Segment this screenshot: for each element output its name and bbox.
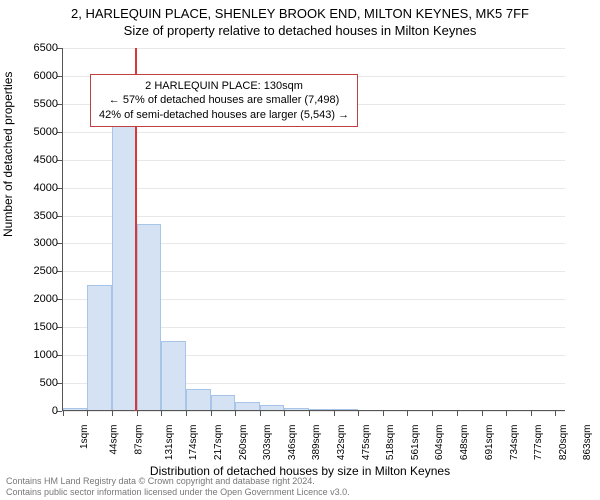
x-tick-label: 475sqm <box>361 425 372 461</box>
x-tick <box>407 411 408 416</box>
chart-container: 2, HARLEQUIN PLACE, SHENLEY BROOK END, M… <box>0 0 600 500</box>
y-tick-label: 500 <box>20 377 58 389</box>
y-tick-label: 1000 <box>20 349 58 361</box>
x-tick <box>211 411 212 416</box>
x-tick <box>161 411 162 416</box>
x-tick <box>432 411 433 416</box>
x-tick-label: 303sqm <box>262 425 273 461</box>
x-tick <box>235 411 236 416</box>
y-tick-label: 5500 <box>20 98 58 110</box>
x-tick <box>334 411 335 416</box>
histogram-bar <box>112 98 137 411</box>
x-tick <box>112 411 113 416</box>
chart-title-sub: Size of property relative to detached ho… <box>0 21 600 38</box>
x-tick-label: 691sqm <box>484 425 495 461</box>
x-tick <box>260 411 261 416</box>
x-tick-label: 260sqm <box>238 425 249 461</box>
x-tick-label: 1sqm <box>79 425 90 449</box>
x-tick <box>284 411 285 416</box>
x-tick-label: 648sqm <box>459 425 470 461</box>
chart-title-main: 2, HARLEQUIN PLACE, SHENLEY BROOK END, M… <box>0 0 600 21</box>
x-tick-label: 44sqm <box>109 425 120 455</box>
x-tick-label: 432sqm <box>336 425 347 461</box>
x-tick-label: 389sqm <box>311 425 322 461</box>
grid-line <box>62 160 565 161</box>
x-tick <box>63 411 64 416</box>
x-tick-label: 863sqm <box>582 425 593 461</box>
grid-line <box>62 188 565 189</box>
histogram-bar <box>161 341 186 411</box>
x-tick-label: 820sqm <box>558 425 569 461</box>
x-tick-label: 561sqm <box>410 425 421 461</box>
y-tick-label: 1500 <box>20 321 58 333</box>
histogram-bar <box>186 389 211 411</box>
x-tick-label: 174sqm <box>189 425 200 461</box>
x-tick <box>555 411 556 416</box>
x-tick-label: 217sqm <box>213 425 224 461</box>
y-tick-label: 4500 <box>20 154 58 166</box>
footer-text: Contains HM Land Registry data © Crown c… <box>0 476 600 500</box>
x-tick-label: 131sqm <box>164 425 175 461</box>
x-tick <box>383 411 384 416</box>
x-tick <box>506 411 507 416</box>
x-tick <box>137 411 138 416</box>
x-tick-label: 87sqm <box>133 425 144 455</box>
histogram-bar <box>137 224 162 411</box>
x-tick <box>186 411 187 416</box>
y-tick-label: 2000 <box>20 293 58 305</box>
histogram-bar <box>87 285 112 411</box>
y-tick-label: 6500 <box>20 42 58 54</box>
grid-line <box>62 132 565 133</box>
x-tick-label: 604sqm <box>434 425 445 461</box>
x-tick-label: 346sqm <box>287 425 298 461</box>
y-tick-label: 5000 <box>20 126 58 138</box>
footer-line-1: Contains HM Land Registry data © Crown c… <box>6 476 594 487</box>
histogram-bar <box>211 395 236 411</box>
x-tick <box>457 411 458 416</box>
x-tick-label: 518sqm <box>385 425 396 461</box>
y-tick-label: 6000 <box>20 70 58 82</box>
y-tick-label: 0 <box>20 405 58 417</box>
y-tick-label: 3500 <box>20 210 58 222</box>
plot-area: 2 HARLEQUIN PLACE: 130sqm ← 57% of detac… <box>62 48 565 411</box>
x-tick <box>87 411 88 416</box>
grid-line <box>62 216 565 217</box>
x-tick-label: 777sqm <box>533 425 544 461</box>
annotation-line-2: ← 57% of detached houses are smaller (7,… <box>99 93 349 107</box>
x-tick <box>309 411 310 416</box>
grid-line <box>62 48 565 49</box>
y-tick-label: 4000 <box>20 182 58 194</box>
x-tick <box>358 411 359 416</box>
annotation-line-3: 42% of semi-detached houses are larger (… <box>99 108 349 122</box>
x-tick <box>531 411 532 416</box>
y-tick-label: 3000 <box>20 237 58 249</box>
x-tick <box>482 411 483 416</box>
y-axis-line <box>62 48 63 411</box>
y-axis-label: Number of detached properties <box>1 72 15 237</box>
footer-line-2: Contains public sector information licen… <box>6 487 594 498</box>
y-tick-label: 2500 <box>20 265 58 277</box>
annotation-box: 2 HARLEQUIN PLACE: 130sqm ← 57% of detac… <box>90 74 358 127</box>
annotation-line-1: 2 HARLEQUIN PLACE: 130sqm <box>99 79 349 93</box>
x-tick-label: 734sqm <box>509 425 520 461</box>
